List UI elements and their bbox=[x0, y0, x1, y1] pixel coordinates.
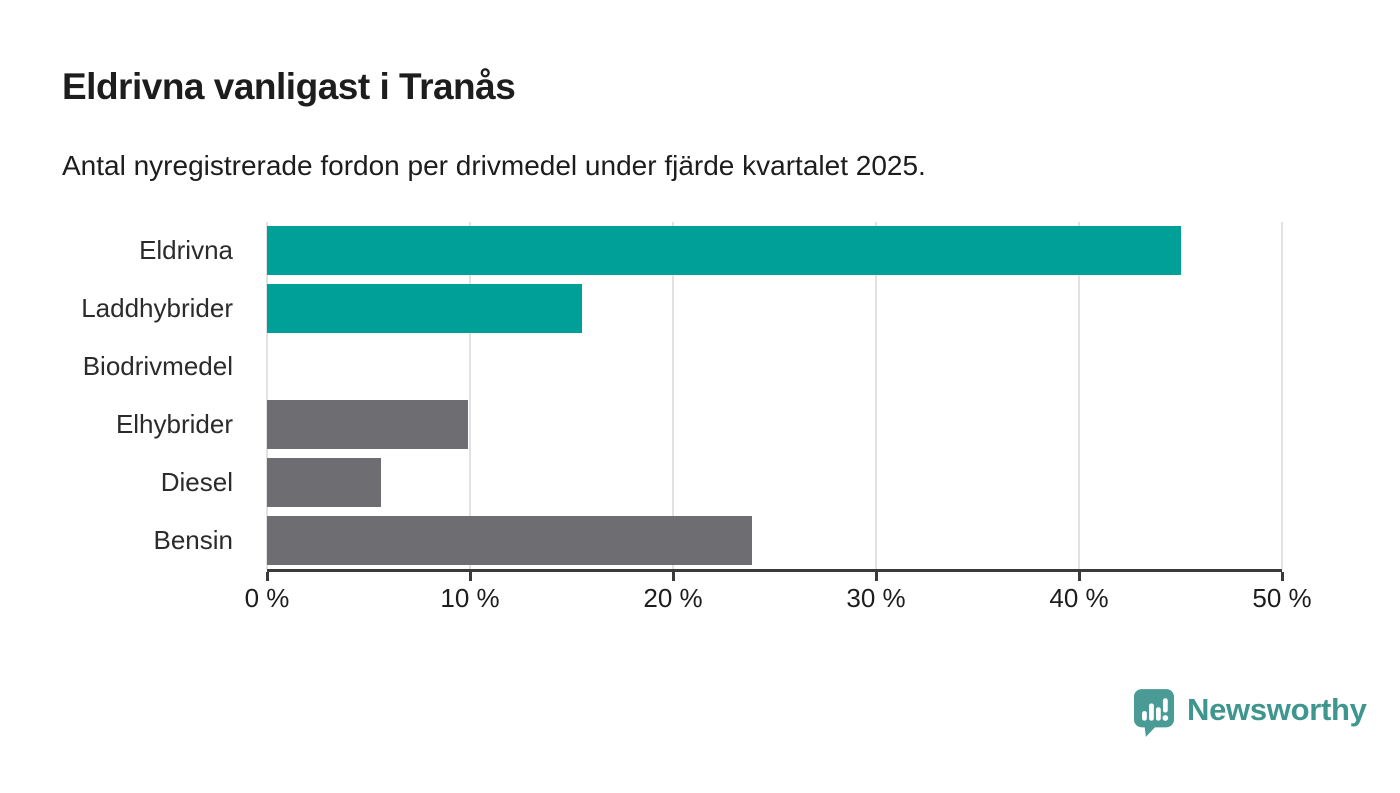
brand-footer: Newsworthy bbox=[1133, 688, 1367, 738]
x-axis-label-10: 10 % bbox=[440, 583, 500, 613]
gridline-30 bbox=[875, 222, 877, 569]
bar-bensin bbox=[267, 515, 753, 565]
category-label: Laddhybrider bbox=[81, 293, 233, 324]
x-axis-label-40: 40 % bbox=[1049, 583, 1109, 613]
newsworthy-logo-icon bbox=[1133, 688, 1175, 738]
category-label: Eldrivna bbox=[139, 235, 233, 266]
gridline-50 bbox=[1281, 222, 1283, 569]
bar-eldrivna bbox=[267, 226, 1181, 276]
category-label: Elhybrider bbox=[115, 408, 233, 439]
category-label: Biodrivmedel bbox=[82, 351, 233, 382]
plot-area: 0 % 10 % 20 % 30 % 40 % 50 % bbox=[245, 222, 1312, 613]
x-axis-label-20: 20 % bbox=[643, 583, 703, 613]
newsworthy-logo-text: Newsworthy bbox=[1187, 692, 1367, 727]
x-axis-label-0: 0 % bbox=[244, 583, 290, 613]
x-axis-label-50: 50 % bbox=[1252, 583, 1312, 613]
gridline-10 bbox=[469, 222, 471, 569]
x-axis-label-30: 30 % bbox=[846, 583, 906, 613]
x-axis-tick-10 bbox=[468, 572, 472, 581]
category-label: Bensin bbox=[153, 524, 234, 555]
x-axis-tick-0 bbox=[265, 572, 269, 581]
gridline-20 bbox=[672, 222, 674, 569]
chart-subtitle: Antal nyregistrerade fordon per drivmede… bbox=[62, 150, 926, 181]
gridline-0 bbox=[266, 222, 268, 569]
gridline-40 bbox=[1078, 222, 1080, 569]
bar-elhybrider bbox=[267, 399, 468, 449]
bar-diesel bbox=[267, 457, 381, 507]
x-axis-tick-20 bbox=[671, 572, 675, 581]
x-axis-tick-30 bbox=[874, 572, 878, 581]
x-axis-tick-50 bbox=[1280, 572, 1284, 581]
x-axis-tick-40 bbox=[1077, 572, 1081, 581]
category-label: Diesel bbox=[160, 466, 233, 497]
chart-title: Eldrivna vanligast i Tranås bbox=[62, 66, 516, 107]
category-labels: Eldrivna Laddhybrider Biodrivmedel Elhybrid… bbox=[0, 222, 250, 569]
bar-laddhybrider bbox=[267, 284, 582, 334]
